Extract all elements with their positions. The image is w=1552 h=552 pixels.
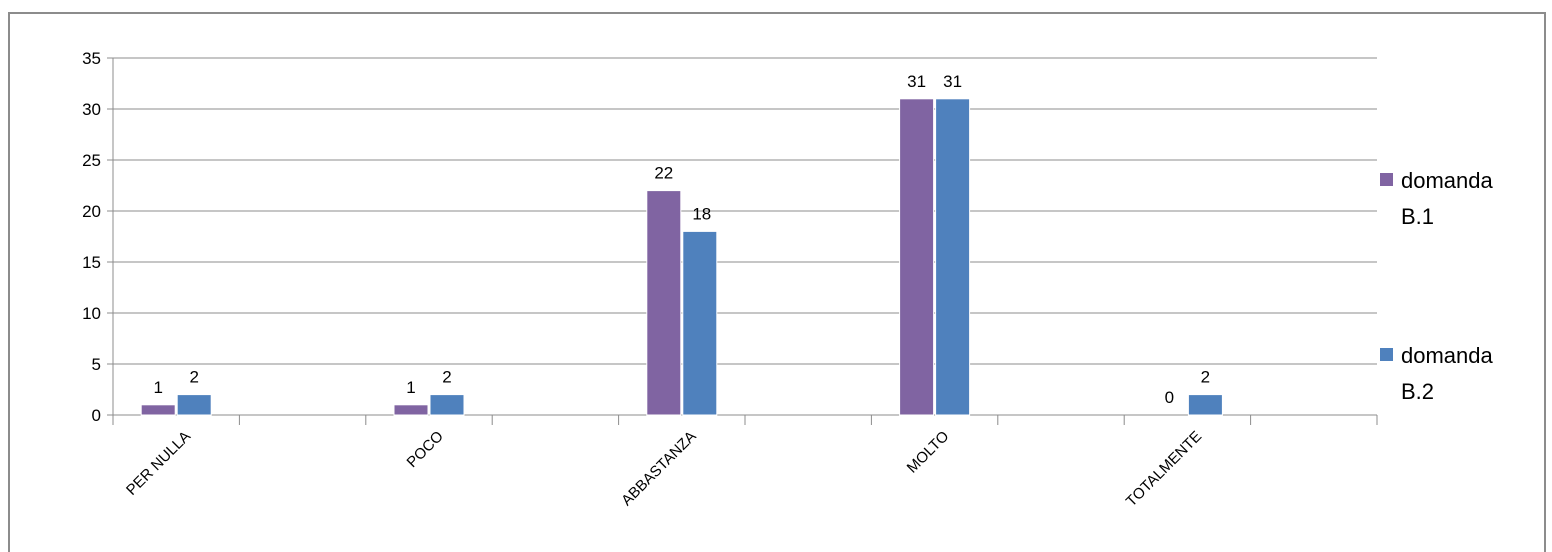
bar-1-poco bbox=[393, 404, 429, 416]
bar-2-molto bbox=[935, 98, 971, 416]
data-label: 31 bbox=[907, 72, 926, 91]
legend-label-line2: B.2 bbox=[1401, 379, 1434, 404]
x-category-label: POCO bbox=[404, 428, 447, 471]
x-category-label: ABBASTANZA bbox=[618, 428, 699, 509]
y-tick-label: 15 bbox=[82, 253, 101, 272]
legend-swatch bbox=[1380, 173, 1393, 186]
bar-1-molto bbox=[899, 98, 935, 416]
data-label: 2 bbox=[1201, 368, 1210, 387]
data-label: 1 bbox=[153, 378, 162, 397]
x-category-label: PER NULLA bbox=[123, 428, 194, 499]
data-label: 18 bbox=[692, 204, 711, 223]
legend-swatch bbox=[1380, 348, 1393, 361]
data-label: 1 bbox=[406, 378, 415, 397]
data-label: 2 bbox=[189, 368, 198, 387]
bar-1-per-nulla bbox=[140, 404, 176, 416]
data-label: 31 bbox=[943, 72, 962, 91]
bar-2-abbastanza bbox=[682, 230, 718, 416]
y-tick-label: 0 bbox=[92, 406, 101, 425]
y-tick-label: 25 bbox=[82, 151, 101, 170]
data-label: 2 bbox=[442, 368, 451, 387]
bar-2-per-nulla bbox=[176, 394, 212, 416]
y-tick-label: 20 bbox=[82, 202, 101, 221]
x-category-label: TOTALMENTE bbox=[1123, 428, 1205, 510]
legend-label: domanda bbox=[1401, 343, 1494, 368]
y-tick-label: 30 bbox=[82, 100, 101, 119]
data-label: 22 bbox=[654, 164, 673, 183]
legend-label-line2: B.1 bbox=[1401, 204, 1434, 229]
y-tick-label: 10 bbox=[82, 304, 101, 323]
bar-2-poco bbox=[429, 394, 465, 416]
bars bbox=[140, 98, 1223, 416]
legend-label: domanda bbox=[1401, 168, 1494, 193]
y-tick-label: 5 bbox=[92, 355, 101, 374]
data-label: 0 bbox=[1165, 388, 1174, 407]
bar-2-totalmente bbox=[1187, 394, 1223, 416]
chart-frame bbox=[8, 12, 1546, 552]
bar-1-abbastanza bbox=[646, 190, 682, 416]
legend: domanda B.1 domanda B.2 bbox=[1380, 168, 1494, 404]
x-category-label: MOLTO bbox=[904, 428, 953, 477]
category-labels: PER NULLA POCO ABBASTANZA MOLTO TOTALMENTE bbox=[123, 428, 1205, 510]
gridlines bbox=[113, 57, 1377, 365]
y-tick-label: 35 bbox=[82, 49, 101, 68]
